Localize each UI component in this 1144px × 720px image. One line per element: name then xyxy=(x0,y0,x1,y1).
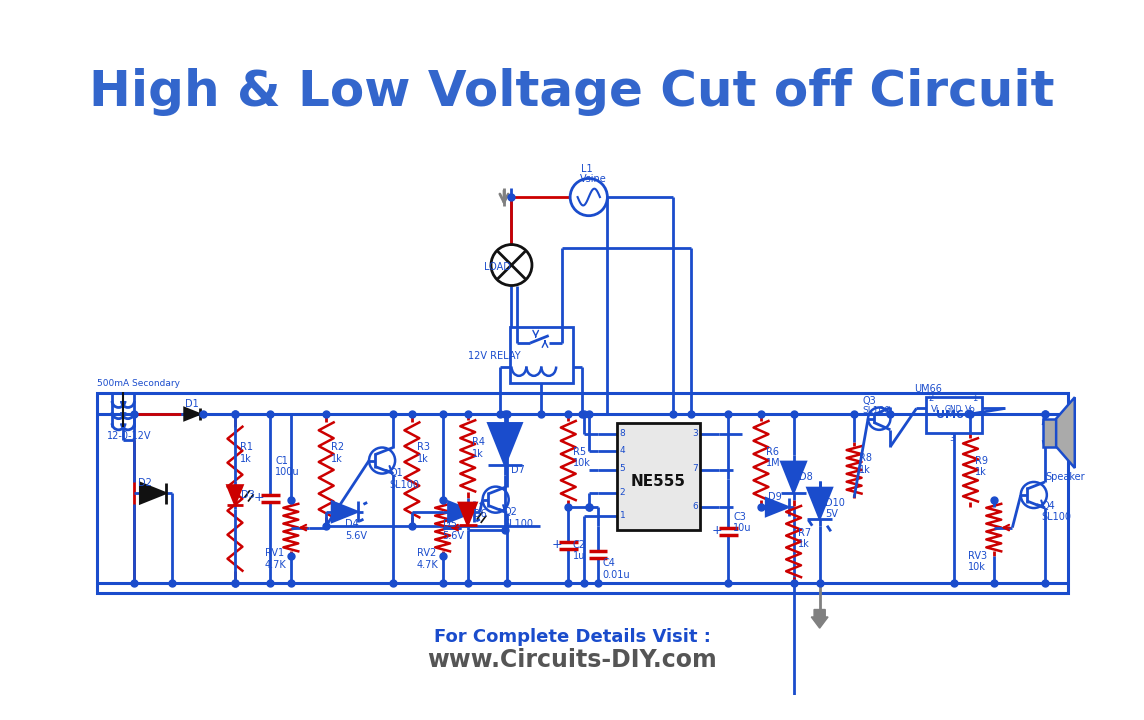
Text: SL100: SL100 xyxy=(863,405,890,415)
Text: RV2
4.7K: RV2 4.7K xyxy=(416,548,438,570)
Text: GND: GND xyxy=(945,405,962,414)
Text: R7
1k: R7 1k xyxy=(799,528,811,549)
Text: R3
1k: R3 1k xyxy=(416,442,429,464)
Text: R5
10k: R5 10k xyxy=(573,446,590,468)
Text: R6
1M: R6 1M xyxy=(765,446,780,468)
Bar xyxy=(509,328,573,383)
Text: L1: L1 xyxy=(581,164,593,174)
Polygon shape xyxy=(332,501,358,522)
Polygon shape xyxy=(228,485,243,505)
Text: www.Circuits-DIY.com: www.Circuits-DIY.com xyxy=(427,648,717,672)
Polygon shape xyxy=(459,503,477,526)
Text: +: + xyxy=(712,524,722,537)
Text: R2
1k: R2 1k xyxy=(331,442,344,464)
Text: 7: 7 xyxy=(692,464,698,474)
Polygon shape xyxy=(140,482,166,503)
Text: R4
1k: R4 1k xyxy=(472,437,485,459)
Text: UM66: UM66 xyxy=(914,384,943,395)
Text: Q1
SL100: Q1 SL100 xyxy=(389,468,420,490)
Text: C1
100u: C1 100u xyxy=(275,456,300,477)
Text: Q3: Q3 xyxy=(863,396,876,406)
Text: 4: 4 xyxy=(620,446,625,455)
Text: 12V RELAY: 12V RELAY xyxy=(468,351,521,361)
Text: C2
1u: C2 1u xyxy=(573,540,586,562)
Text: +: + xyxy=(254,491,264,504)
Polygon shape xyxy=(765,498,788,516)
Text: 5: 5 xyxy=(620,464,626,474)
Bar xyxy=(617,423,700,531)
Text: D2: D2 xyxy=(138,478,152,488)
Text: 6: 6 xyxy=(692,502,698,510)
Text: C4
0.01u: C4 0.01u xyxy=(603,558,630,580)
Text: D7: D7 xyxy=(510,465,524,475)
Text: 3: 3 xyxy=(950,434,954,444)
Polygon shape xyxy=(488,423,522,465)
Text: D10
5V: D10 5V xyxy=(825,498,845,519)
Text: 500mA Secondary: 500mA Secondary xyxy=(97,379,180,387)
Text: Vo: Vo xyxy=(964,405,976,414)
Bar xyxy=(97,392,1068,593)
Bar xyxy=(925,397,982,433)
Text: Q4
SL100: Q4 SL100 xyxy=(1041,500,1071,522)
Text: Vsine: Vsine xyxy=(580,174,606,184)
Text: 3: 3 xyxy=(692,429,698,438)
Text: Q2
SL100: Q2 SL100 xyxy=(503,507,533,528)
Text: C3
10u: C3 10u xyxy=(733,512,752,534)
Text: +: + xyxy=(551,538,562,551)
FancyArrow shape xyxy=(811,610,828,628)
Text: UM66: UM66 xyxy=(936,410,971,420)
Text: NE555: NE555 xyxy=(631,474,686,489)
Text: R9
1k: R9 1k xyxy=(975,456,988,477)
Text: 1: 1 xyxy=(620,511,626,520)
Text: RV3
10k: RV3 10k xyxy=(968,551,987,572)
Text: D1: D1 xyxy=(184,399,198,409)
Polygon shape xyxy=(448,501,475,522)
Text: R1
1k: R1 1k xyxy=(239,442,253,464)
Polygon shape xyxy=(808,487,832,519)
Text: D3: D3 xyxy=(240,490,254,500)
Text: For Complete Details Visit :: For Complete Details Visit : xyxy=(434,629,710,647)
Text: D4
5.6V: D4 5.6V xyxy=(344,519,367,541)
Text: High & Low Voltage Cut off Circuit: High & Low Voltage Cut off Circuit xyxy=(89,68,1055,116)
Text: 2: 2 xyxy=(929,395,934,403)
Text: 2: 2 xyxy=(620,487,625,497)
Text: R8
1k: R8 1k xyxy=(859,453,872,474)
Text: D9: D9 xyxy=(769,492,782,503)
Text: Vi: Vi xyxy=(930,405,939,414)
Text: LOAD: LOAD xyxy=(484,262,510,272)
Text: D5
5.6V: D5 5.6V xyxy=(443,519,464,541)
Text: RV1
4.7K: RV1 4.7K xyxy=(264,548,286,570)
Text: 8: 8 xyxy=(620,429,626,438)
Text: D8: D8 xyxy=(800,472,813,482)
Text: 12-0-12V: 12-0-12V xyxy=(106,431,151,441)
Polygon shape xyxy=(1056,397,1074,468)
Polygon shape xyxy=(184,408,200,420)
Text: Speaker: Speaker xyxy=(1044,472,1085,482)
Bar xyxy=(1043,418,1056,446)
Text: 1: 1 xyxy=(972,395,978,403)
Polygon shape xyxy=(781,462,807,493)
Text: D6: D6 xyxy=(474,509,487,519)
